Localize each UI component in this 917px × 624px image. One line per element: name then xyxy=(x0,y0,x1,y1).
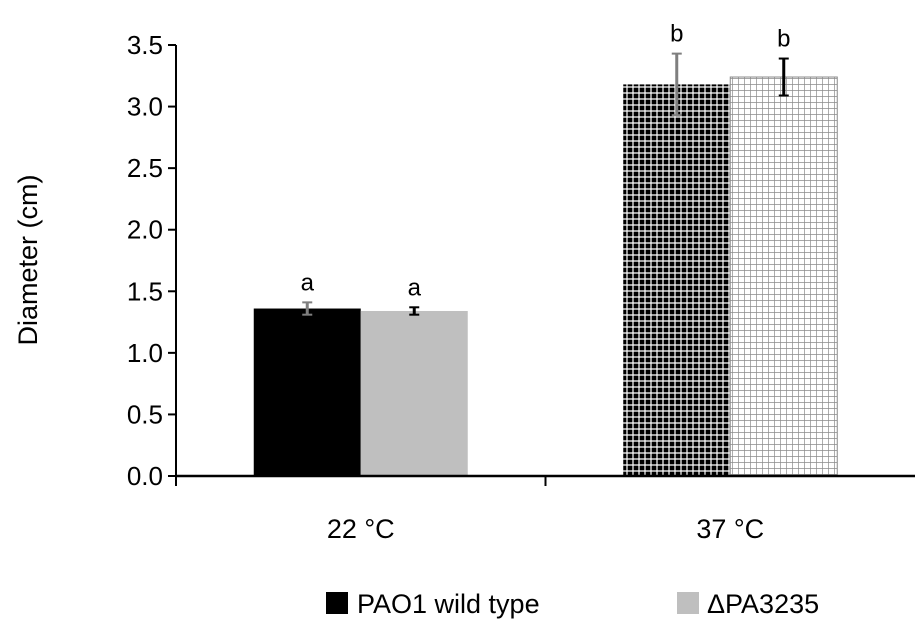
y-tick-label: 3.5 xyxy=(127,30,163,60)
y-tick-label: 0.0 xyxy=(127,461,163,491)
legend-swatch-1 xyxy=(677,592,699,614)
y-tick-label: 0.5 xyxy=(127,399,163,429)
bar-wild-type-1 xyxy=(623,84,731,477)
legend-swatch-0 xyxy=(326,592,348,614)
y-tick-label: 1.0 xyxy=(127,338,163,368)
error-bars-group xyxy=(302,52,789,316)
x-axis-ticks: 22 °C 37 °C xyxy=(175,476,764,544)
y-axis-title: Diameter (cm) xyxy=(13,174,43,345)
significance-letter: a xyxy=(408,274,422,301)
x-category-label: 37 °C xyxy=(696,514,764,544)
y-axis-ticks: 0.0 0.5 1.0 1.5 2.0 2.5 3.0 3.5 xyxy=(127,30,176,491)
bar-mutant-1 xyxy=(729,76,838,477)
significance-letter: a xyxy=(301,269,315,296)
legend-label-1: ΔPA3235 xyxy=(707,589,819,619)
x-category-label: 22 °C xyxy=(327,514,395,544)
legend: PAO1 wild type ΔPA3235 xyxy=(326,589,819,619)
y-tick-label: 3.0 xyxy=(127,92,163,122)
bars-group xyxy=(253,76,838,477)
bar-wild-type-0 xyxy=(253,308,361,476)
bar-mutant-0 xyxy=(360,310,468,476)
significance-letter: b xyxy=(670,21,683,48)
significance-labels-group: a a b b xyxy=(301,21,791,302)
y-tick-label: 2.5 xyxy=(127,153,163,183)
y-tick-label: 1.5 xyxy=(127,276,163,306)
significance-letter: b xyxy=(777,26,790,53)
y-tick-label: 2.0 xyxy=(127,215,163,245)
legend-label-0: PAO1 wild type xyxy=(357,589,540,619)
